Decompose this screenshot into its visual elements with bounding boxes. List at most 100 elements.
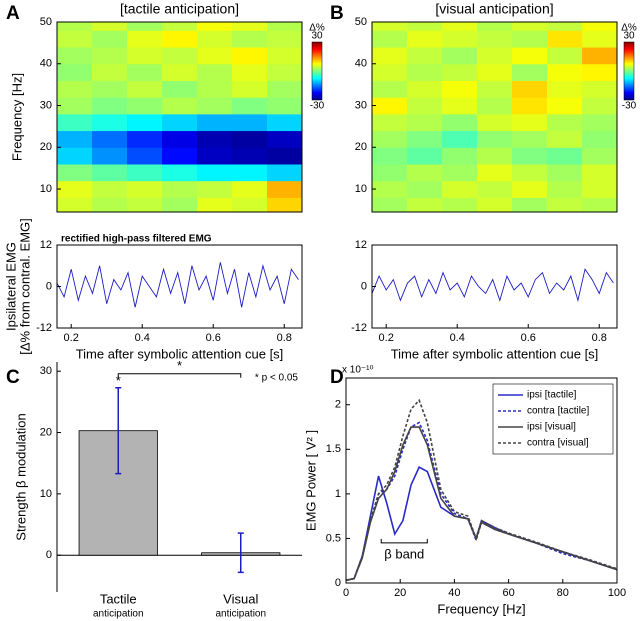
- heatmap-cell: [407, 80, 443, 98]
- heatmap-cell: [57, 197, 93, 212]
- heatmap-cell: [407, 113, 443, 132]
- heatmap-cell: [57, 30, 93, 48]
- heatmap-cell: [267, 163, 302, 182]
- x-tick-label: 0: [343, 587, 349, 599]
- heatmap-cell: [477, 163, 513, 182]
- heatmap-cell: [232, 147, 268, 165]
- y-axis-label: Strength β modulation: [13, 413, 28, 540]
- panel-letter: B: [330, 3, 344, 24]
- heatmap-cell: [582, 22, 617, 31]
- x-tick-sublabel: anticipation: [93, 609, 144, 620]
- heatmap-cells: [57, 22, 302, 212]
- heatmap-cell: [442, 163, 478, 182]
- heatmap-cell: [582, 63, 617, 81]
- legend-label: ipsi [tactile]: [527, 390, 577, 401]
- y-axis-label: Ipsilateral EMG: [3, 242, 18, 331]
- x-tick-label: 40: [448, 587, 460, 599]
- heatmap-cell: [232, 80, 268, 98]
- heatmap-cell: [57, 22, 93, 31]
- heatmap-cell: [547, 130, 583, 148]
- heatmap-cell: [372, 80, 408, 98]
- heatmap-cell: [197, 197, 233, 212]
- y-tick-label: 50: [40, 16, 52, 28]
- heatmap-cell: [582, 113, 617, 132]
- heatmap-cell: [197, 47, 233, 65]
- heatmap-cell: [407, 30, 443, 48]
- y-tick-label: 0: [335, 577, 341, 589]
- heatmap-cell: [442, 147, 478, 165]
- heatmap-cell: [372, 22, 408, 31]
- heatmap-cell: [127, 113, 163, 132]
- panel-letter: D: [330, 367, 344, 388]
- x-tick-label: 20: [394, 587, 406, 599]
- heatmap-cell: [372, 97, 408, 115]
- error-bar: [237, 532, 244, 574]
- heatmap-cell: [372, 47, 408, 65]
- heatmap-cell: [582, 147, 617, 165]
- heatmap-cell: [442, 63, 478, 81]
- heatmap-cell: [512, 47, 548, 65]
- heatmap-cell: [442, 180, 478, 198]
- heatmap-cell: [407, 130, 443, 148]
- y-tick-label: 10: [40, 488, 52, 500]
- y-axis-label: [Δ% from contral. EMG]: [17, 218, 32, 355]
- band-label: β band: [384, 546, 424, 561]
- significance-star: *: [177, 358, 182, 373]
- heatmap-cell: [162, 30, 198, 48]
- colorbar-label: Δ%: [621, 23, 637, 34]
- heatmap-cell: [372, 130, 408, 148]
- heatmap-cell: [267, 147, 302, 165]
- heatmap-cell: [57, 80, 93, 98]
- heatmap-cell: [582, 197, 617, 212]
- heatmap-cell: [477, 197, 513, 212]
- heatmap-cell: [92, 80, 128, 98]
- heatmap-cell: [162, 80, 198, 98]
- heatmap-cell: [267, 30, 302, 48]
- chart-title: [visual anticipation]: [435, 1, 553, 17]
- heatmap-cell: [267, 113, 302, 132]
- heatmap-cell: [477, 63, 513, 81]
- heatmap-cell: [442, 30, 478, 48]
- heatmap-cell: [162, 97, 198, 115]
- heatmap-cell: [92, 22, 128, 31]
- heatmap-cell: [477, 97, 513, 115]
- heatmap-cell: [442, 113, 478, 132]
- heatmap-cell: [162, 63, 198, 81]
- heatmap-cell: [127, 47, 163, 65]
- heatmap-cells: [372, 22, 617, 212]
- x-tick-label: 0.2: [64, 332, 79, 344]
- heatmap-cell: [547, 47, 583, 65]
- heatmap-cell: [127, 22, 163, 31]
- y-tick-label: 1: [335, 488, 341, 500]
- heatmap-cell: [57, 147, 93, 165]
- y-tick-label: 12: [355, 239, 367, 251]
- x-tick-label: 0.4: [450, 332, 465, 344]
- heatmap-cell: [582, 30, 617, 48]
- heatmap-cell: [477, 130, 513, 148]
- lines: [372, 268, 614, 303]
- heatmap-cell: [92, 97, 128, 115]
- heatmap-cell: [57, 180, 93, 198]
- heatmap-cell: [547, 63, 583, 81]
- heatmap-cell: [547, 180, 583, 198]
- y-tick-label: 0: [46, 549, 52, 561]
- heatmap-cell: [127, 130, 163, 148]
- y-tick-label: 20: [40, 426, 52, 438]
- line-series: [57, 262, 299, 308]
- colorbar-label: Δ%: [309, 23, 325, 34]
- lines: [346, 398, 617, 582]
- x-tick-label: 80: [557, 587, 569, 599]
- heatmap-cell: [197, 130, 233, 148]
- heatmap-cell: [92, 130, 128, 148]
- heatmap-cell: [582, 97, 617, 115]
- heatmap-cell: [407, 180, 443, 198]
- heatmap-cell: [232, 63, 268, 81]
- heatmap-cell: [232, 97, 268, 115]
- heatmap-cell: [442, 80, 478, 98]
- y-tick-label: -12: [351, 322, 367, 334]
- y-tick-label: 20: [355, 141, 367, 153]
- heatmap-cell: [547, 147, 583, 165]
- heatmap-cell: [197, 80, 233, 98]
- x-tick-label: Tactile: [100, 591, 137, 606]
